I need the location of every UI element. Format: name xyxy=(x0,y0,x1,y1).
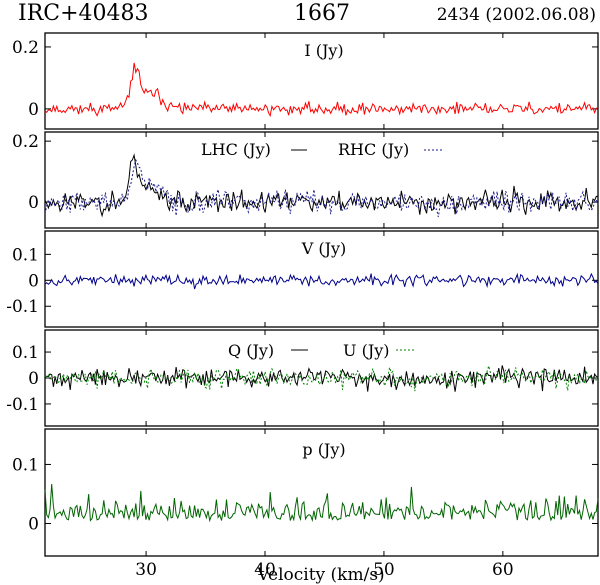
panel-q-u-plot: -0.1 0 0.1 xyxy=(6,330,599,426)
legend-rhc-label: RHC (Jy) xyxy=(338,140,409,159)
series-u-line xyxy=(44,363,599,392)
y-tick-label: -0.1 xyxy=(6,297,39,317)
panel-v-plot: -0.1 0 0.1 xyxy=(6,231,599,327)
y-tick-label: 0.1 xyxy=(12,455,39,475)
x-axis: 30 40 50 60 xyxy=(135,560,513,580)
x-axis-label: Velocity (km/s) xyxy=(256,565,384,585)
panel-p-title: p (Jy) xyxy=(302,440,345,459)
panel-p-plot: 00.1 xyxy=(12,429,599,556)
y-tick-label: 0 xyxy=(28,369,39,389)
x-tick-label: 60 xyxy=(492,560,514,580)
legend-lhc-label: LHC (Jy) xyxy=(201,140,271,159)
panel-lhc-rhc-plot: 00.2 xyxy=(12,132,599,228)
series-q-line xyxy=(44,365,599,392)
x-tick-label: 30 xyxy=(135,560,157,580)
panel-i: I (Jy) 00.2 xyxy=(12,32,599,130)
x-tick-label: 50 xyxy=(373,560,395,580)
y-tick-label: 0.1 xyxy=(12,245,39,265)
y-tick-label: 0 xyxy=(28,515,39,535)
line-frequency: 1667 xyxy=(294,1,350,26)
y-tick-label: 0 xyxy=(28,100,39,120)
y-tick-label: 0.1 xyxy=(12,343,39,363)
panel-i-title: I (Jy) xyxy=(304,41,343,60)
y-tick-label: 0 xyxy=(28,193,39,213)
y-tick-label: -0.1 xyxy=(6,395,39,415)
panel-v-title: V (Jy) xyxy=(301,239,347,258)
x-tick-label: 40 xyxy=(254,560,276,580)
epoch-label: 2434 (2002.06.08) xyxy=(437,5,596,25)
panel-i-frame xyxy=(44,32,599,130)
series-p-line xyxy=(44,483,599,523)
series-lhc-line xyxy=(44,153,598,218)
y-tick-label: 0 xyxy=(28,271,39,291)
panel-v-frame xyxy=(44,230,599,328)
panel-lhc-rhc-frame xyxy=(44,131,599,229)
series-i-line xyxy=(44,62,599,118)
panel-v: V (Jy) -0.1 0 0.1 xyxy=(6,230,599,328)
source-name: IRC+40483 xyxy=(18,1,149,26)
y-tick-label: 0.2 xyxy=(12,132,39,152)
panel-q-u: Q (Jy) U (Jy) -0.1 0 0.1 xyxy=(6,329,599,427)
panel-p: p (Jy) 00.1 xyxy=(12,428,599,557)
panel-lhc-rhc: LHC (Jy) RHC (Jy) 00.2 xyxy=(12,131,599,229)
legend-q-label: Q (Jy) xyxy=(228,341,274,360)
panel-i-plot: 00.2 xyxy=(12,33,599,129)
y-tick-label: 0.2 xyxy=(12,38,39,58)
series-rhc-line xyxy=(44,158,599,218)
legend-u-label: U (Jy) xyxy=(343,341,390,360)
series-v-line xyxy=(44,272,599,290)
